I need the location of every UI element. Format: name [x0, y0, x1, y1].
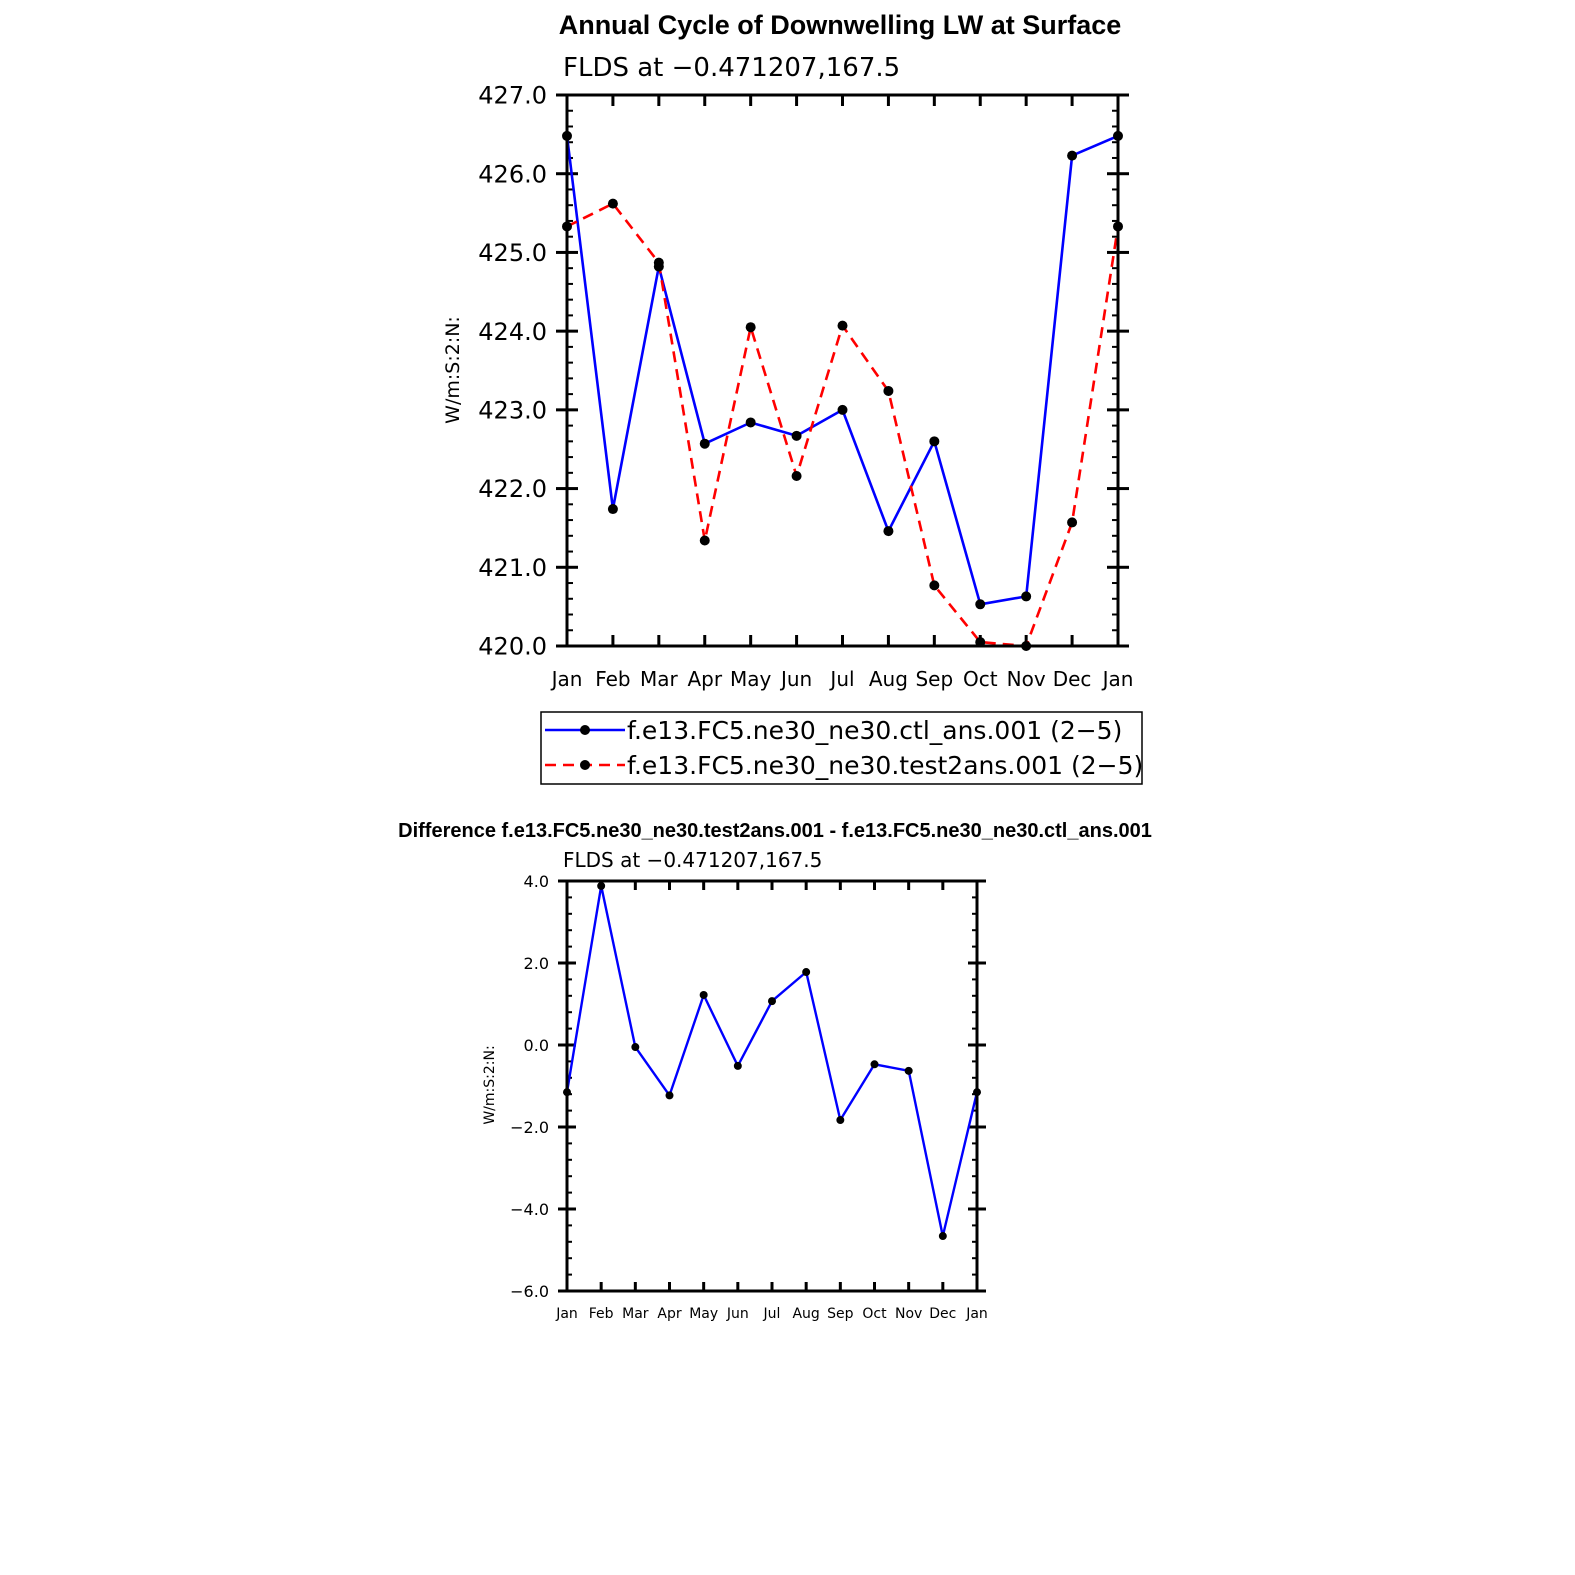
series-point-0 — [791, 430, 802, 441]
y-tick-label: 423.0 — [478, 396, 547, 424]
annual-cycle-chart: Annual Cycle of Downwelling LW at Surfac… — [442, 10, 1143, 785]
series-point-0 — [837, 404, 848, 415]
series-point-0 — [745, 417, 756, 428]
chart2-series — [563, 881, 981, 1241]
legend-marker-test2 — [580, 760, 590, 770]
x-tick-label: May — [730, 667, 772, 691]
legend-label-test2: f.e13.FC5.ne30_ne30.test2ans.001 (2−5) — [627, 751, 1143, 780]
chart1-series — [562, 130, 1123, 651]
x-tick-label: Sep — [827, 1306, 854, 1322]
series-point-1 — [1067, 517, 1078, 528]
series-point-0 — [768, 997, 776, 1006]
legend-item-test2: f.e13.FC5.ne30_ne30.test2ans.001 (2−5) — [545, 751, 1143, 780]
x-tick-label: Dec — [929, 1306, 956, 1322]
series-point-0 — [883, 526, 894, 537]
y-tick-label: 420.0 — [478, 633, 547, 661]
y-tick-label: 421.0 — [478, 554, 547, 582]
series-point-0 — [938, 1232, 947, 1241]
y-tick-label: 426.0 — [478, 160, 547, 188]
y-tick-label: −6.0 — [510, 1282, 549, 1301]
x-tick-label: Apr — [657, 1306, 681, 1322]
series-point-0 — [975, 599, 986, 610]
x-tick-label: Mar — [640, 667, 679, 691]
x-tick-label: Jan — [555, 1306, 578, 1322]
chart1-y-ticks: 420.0 421.0 422.0 423.0 424.0 425.0 426.0 427.0 — [478, 82, 1129, 661]
series-point-0 — [665, 1091, 674, 1100]
chart2-y-axis-label: W/m:S:2:N: — [482, 1045, 498, 1124]
series-point-1 — [745, 322, 756, 333]
y-tick-label: 0.0 — [524, 1036, 549, 1055]
x-tick-label: Jan — [965, 1306, 988, 1322]
x-tick-label: Jan — [550, 667, 583, 691]
y-tick-label: −4.0 — [510, 1200, 549, 1219]
series-line-0 — [565, 134, 1119, 606]
series-point-1 — [791, 470, 802, 481]
series-point-1 — [653, 257, 664, 268]
x-tick-label: Feb — [595, 667, 630, 691]
x-tick-label: Jul — [828, 667, 854, 691]
y-tick-label: 427.0 — [478, 82, 547, 110]
x-tick-label: Mar — [622, 1306, 649, 1322]
series-point-0 — [929, 436, 940, 447]
x-tick-label: Nov — [1007, 667, 1046, 691]
legend-item-ctl: f.e13.FC5.ne30_ne30.ctl_ans.001 (2−5) — [545, 716, 1122, 745]
series-point-0 — [1067, 150, 1078, 161]
series-point-0 — [836, 1116, 845, 1125]
series-point-0 — [1021, 591, 1032, 602]
chart1-y-axis-label: W/m:S:2:N: — [442, 316, 464, 424]
series-point-1 — [837, 320, 848, 331]
series-point-0 — [904, 1066, 913, 1075]
legend-marker-ctl — [580, 725, 590, 735]
x-tick-label: Dec — [1053, 667, 1092, 691]
x-tick-label: Nov — [895, 1306, 922, 1322]
chart1-plot-frame — [565, 93, 1120, 648]
chart2-x-ticks: Jan Feb Mar Apr May Jun Jul Aug Sep Oct Nov Dec Jan — [555, 881, 988, 1322]
chart1-title: Annual Cycle of Downwelling LW at Surfac… — [559, 10, 1122, 40]
legend-box — [540, 711, 1143, 785]
series-point-0 — [699, 990, 708, 999]
y-tick-label: 425.0 — [478, 239, 547, 267]
series-point-1 — [883, 385, 894, 396]
difference-chart: Difference f.e13.FC5.ne30_ne30.test2ans.… — [398, 820, 1152, 1322]
x-tick-label: Jul — [763, 1306, 781, 1322]
y-tick-label: 4.0 — [524, 872, 549, 891]
x-tick-label: Jun — [726, 1306, 749, 1322]
x-tick-label: Aug — [792, 1306, 819, 1322]
chart2-y-ticks: −6.0 −4.0 −2.0 0.0 2.0 4.0 — [510, 872, 986, 1301]
chart1-legend: f.e13.FC5.ne30_ne30.ctl_ans.001 (2−5) f.… — [540, 711, 1143, 785]
series-point-0 — [597, 881, 606, 890]
chart1-x-ticks: Jan Feb Mar Apr May Jun Jul Aug Sep Oct Nov Dec Jan — [550, 95, 1134, 691]
series-point-1 — [929, 580, 940, 591]
series-point-0 — [802, 968, 811, 977]
x-tick-label: Feb — [589, 1306, 614, 1322]
x-tick-label: Oct — [862, 1306, 887, 1322]
y-tick-label: 2.0 — [524, 954, 549, 973]
series-line-0 — [565, 884, 979, 1238]
series-point-1 — [699, 535, 710, 546]
series-line-1 — [566, 202, 1120, 648]
chart1-subtitle: FLDS at −0.471207,167.5 — [563, 53, 900, 83]
y-tick-label: 424.0 — [478, 318, 547, 346]
y-tick-label: 422.0 — [478, 475, 547, 503]
series-point-0 — [631, 1043, 640, 1052]
chart2-title: Difference f.e13.FC5.ne30_ne30.test2ans.… — [398, 820, 1152, 842]
x-tick-label: Jan — [1101, 667, 1134, 691]
x-tick-label: Aug — [869, 667, 908, 691]
x-tick-label: Sep — [915, 667, 953, 691]
series-point-0 — [607, 504, 618, 515]
series-point-0 — [870, 1060, 879, 1069]
x-tick-label: Apr — [687, 667, 722, 691]
series-point-0 — [699, 438, 710, 449]
chart2-plot-frame — [565, 879, 979, 1293]
x-tick-label: May — [689, 1306, 718, 1322]
x-tick-label: Oct — [963, 667, 998, 691]
series-point-0 — [733, 1061, 742, 1070]
y-tick-label: −2.0 — [510, 1118, 549, 1137]
series-point-1 — [607, 198, 618, 209]
legend-label-ctl: f.e13.FC5.ne30_ne30.ctl_ans.001 (2−5) — [627, 716, 1122, 745]
x-tick-label: Jun — [779, 667, 812, 691]
chart2-subtitle: FLDS at −0.471207,167.5 — [563, 848, 822, 872]
